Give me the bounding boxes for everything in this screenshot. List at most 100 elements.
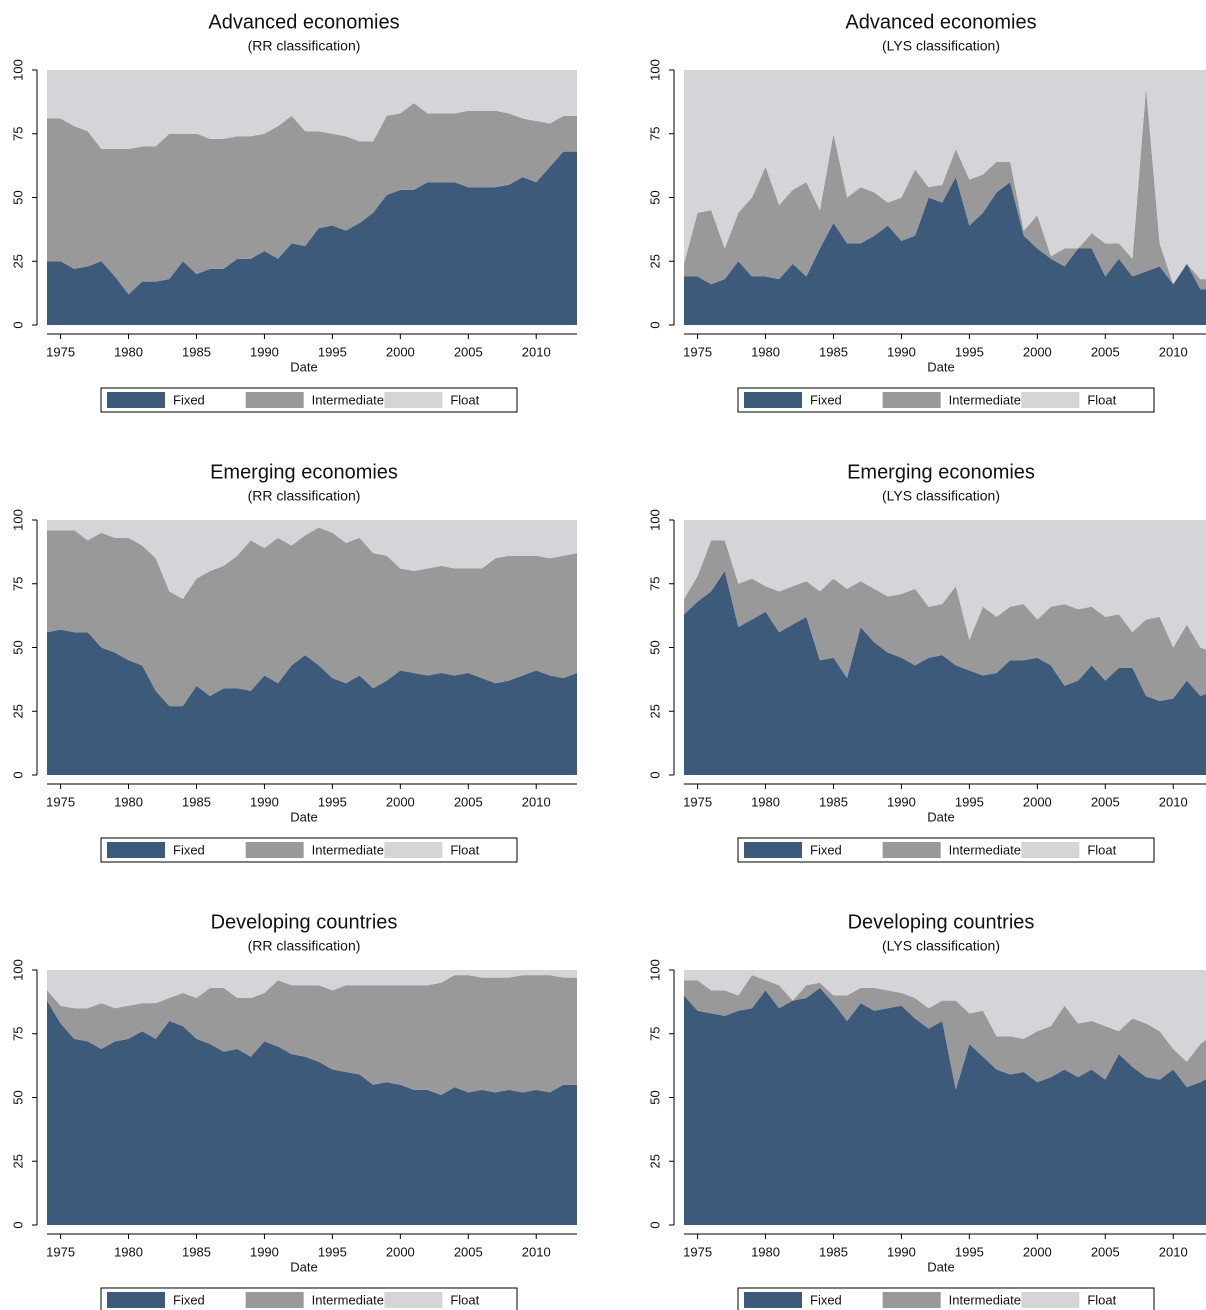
x-tick-label: 1980 (114, 1244, 143, 1259)
chart-panel: Advanced economies (RR classification) 0 25… (10, 11, 577, 413)
x-axis-label: Date (290, 359, 317, 374)
x-tick-label: 1980 (751, 1244, 780, 1259)
legend-swatch (245, 1292, 304, 1308)
x-tick-label: 1985 (819, 794, 848, 809)
legend-swatch (744, 842, 802, 858)
x-tick-label: 2010 (522, 344, 551, 359)
x-tick-label: 2010 (1159, 794, 1188, 809)
legend-swatch (245, 842, 304, 858)
y-tick-label: 25 (647, 704, 662, 718)
y-tick-label: 100 (10, 959, 25, 981)
x-axis-label: Date (927, 359, 954, 374)
chart-title: Advanced economies (208, 11, 399, 33)
legend-swatch (384, 1292, 443, 1308)
legend-swatch (882, 1292, 941, 1308)
chart-panel: Emerging economies (RR classification) 0 25… (10, 461, 577, 863)
x-tick-label: 1985 (182, 1244, 211, 1259)
legend-box (737, 387, 1155, 413)
legend-swatch (107, 842, 165, 858)
x-tick-label: 1980 (114, 794, 143, 809)
x-tick-label: 2000 (1023, 794, 1052, 809)
x-tick-label: 1980 (114, 344, 143, 359)
x-tick-label: 1975 (46, 794, 75, 809)
chart-subtitle: (LYS classification) (882, 38, 1000, 54)
legend-label: Intermediate (312, 1292, 384, 1307)
legend-label: Fixed (173, 1292, 205, 1307)
legend-label: Float (1087, 842, 1116, 857)
x-tick-label: 2000 (386, 794, 415, 809)
chart-panel: Developing countries (LYS classification)… (647, 911, 1206, 1310)
x-tick-label: 1990 (887, 794, 916, 809)
area-1 (47, 975, 577, 1095)
y-tick-label: 75 (647, 1027, 662, 1041)
y-tick-label: 0 (10, 321, 25, 328)
x-tick-label: 1985 (182, 344, 211, 359)
area-1 (47, 527, 577, 707)
area-1 (684, 540, 1206, 702)
area-2 (47, 70, 577, 150)
legend-swatch (107, 392, 165, 408)
chart-title: Emerging economies (847, 461, 1035, 483)
chart-title: Advanced economies (845, 11, 1036, 33)
legend-label: Float (450, 1292, 479, 1307)
legend-swatch (1021, 842, 1080, 858)
y-tick-label: 50 (10, 190, 25, 204)
y-tick-label: 100 (647, 59, 662, 81)
x-tick-label: 1990 (887, 344, 916, 359)
area-0 (684, 987, 1206, 1225)
legend-box (737, 837, 1155, 863)
y-tick-label: 50 (10, 640, 25, 654)
legend-swatch (1021, 1292, 1080, 1308)
y-tick-label: 75 (10, 127, 25, 141)
x-tick-label: 1985 (819, 344, 848, 359)
y-tick-label: 75 (647, 577, 662, 591)
y-tick-label: 75 (647, 127, 662, 141)
chart-panel: Developing countries (RR classification) 0… (10, 911, 577, 1310)
x-tick-label: 1980 (751, 344, 780, 359)
x-tick-label: 1975 (683, 794, 712, 809)
area-0 (47, 1000, 577, 1225)
legend-swatch (744, 392, 802, 408)
y-tick-label: 75 (10, 577, 25, 591)
x-tick-label: 1995 (318, 344, 347, 359)
chart-title: Emerging economies (210, 461, 398, 483)
y-tick-label: 25 (647, 1154, 662, 1168)
legend-label: Intermediate (949, 842, 1021, 857)
legend-swatch (245, 392, 304, 408)
legend-label: Intermediate (949, 1292, 1021, 1307)
x-axis-label: Date (290, 1259, 317, 1274)
area-2 (684, 970, 1206, 1062)
x-tick-label: 1995 (955, 1244, 984, 1259)
y-tick-label: 50 (647, 640, 662, 654)
legend-swatch (384, 842, 443, 858)
chart-title: Developing countries (211, 911, 398, 933)
y-tick-label: 0 (647, 771, 662, 778)
x-tick-label: 2000 (1023, 1244, 1052, 1259)
legend-box (100, 837, 518, 863)
x-axis-label: Date (927, 1259, 954, 1274)
y-tick-label: 100 (10, 59, 25, 81)
x-axis-label: Date (290, 809, 317, 824)
area-2 (47, 970, 577, 1009)
legend-label: Float (1087, 392, 1116, 407)
x-axis-label: Date (927, 809, 954, 824)
x-tick-label: 1985 (819, 1244, 848, 1259)
x-tick-label: 2005 (454, 1244, 483, 1259)
area-0 (684, 571, 1206, 775)
x-tick-label: 2010 (1159, 1244, 1188, 1259)
y-tick-label: 50 (10, 1090, 25, 1104)
x-tick-label: 2000 (386, 344, 415, 359)
x-tick-label: 1990 (250, 794, 279, 809)
x-tick-label: 1975 (683, 344, 712, 359)
chart-subtitle: (LYS classification) (882, 488, 1000, 504)
x-tick-label: 1995 (955, 794, 984, 809)
y-tick-label: 25 (10, 254, 25, 268)
y-tick-label: 0 (10, 1221, 25, 1228)
y-tick-label: 25 (647, 254, 662, 268)
chart-panel: Advanced economies (LYS classification) 0 2… (647, 11, 1206, 413)
legend-label: Fixed (810, 842, 842, 857)
x-tick-label: 1980 (751, 794, 780, 809)
area-2 (47, 520, 577, 600)
y-tick-label: 25 (10, 1154, 25, 1168)
